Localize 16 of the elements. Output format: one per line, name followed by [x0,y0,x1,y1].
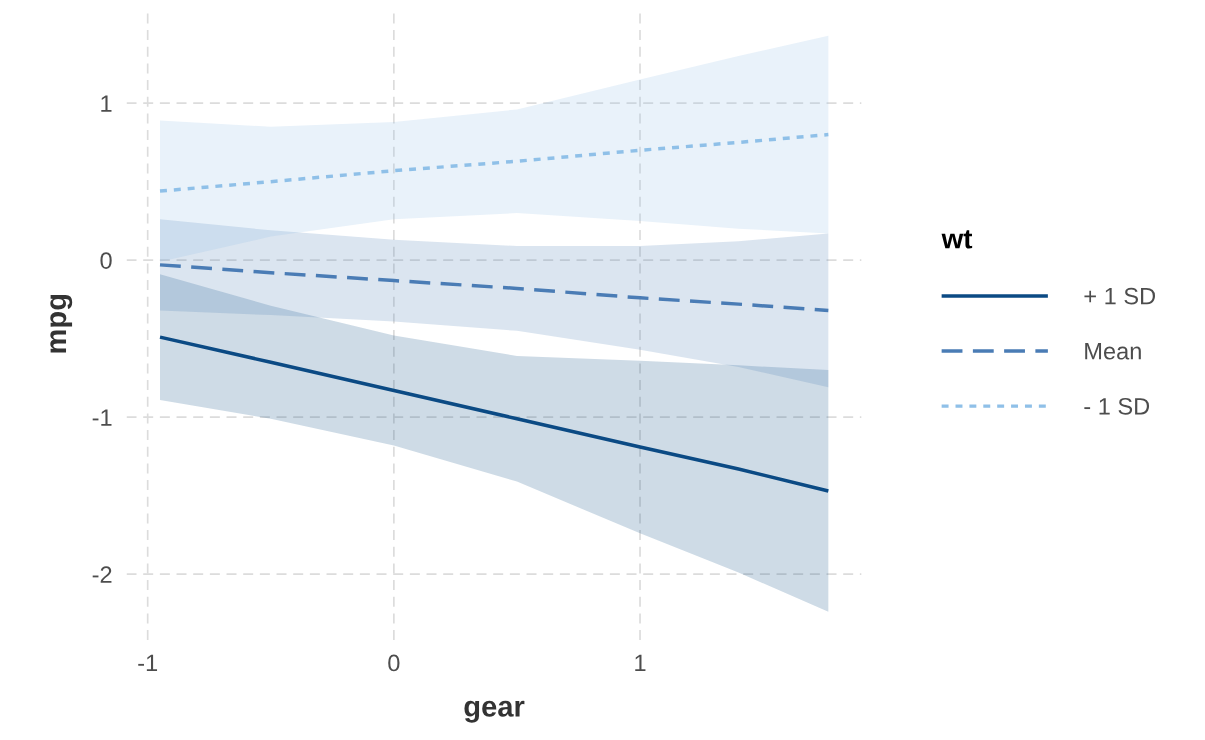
y-tick-label: -1 [92,409,112,426]
y-axis-title: mpg [50,294,73,353]
x-axis-title: gear [464,700,525,723]
legend-label: Mean [1085,343,1141,360]
x-tick-label: 1 [635,654,646,672]
legend-label: - 1 SD [1084,397,1150,415]
x-tick-label: 0 [388,654,400,672]
legend-label: + 1 SD [1084,287,1156,305]
x-tick-label: -1 [138,654,158,672]
y-tick-label: 1 [101,95,112,112]
legend-title: wt [941,230,973,249]
y-tick-label: 0 [100,252,112,269]
line-series [158,335,831,493]
line-series [158,263,831,313]
line-series [158,132,831,193]
y-tick-label: -2 [92,566,112,583]
